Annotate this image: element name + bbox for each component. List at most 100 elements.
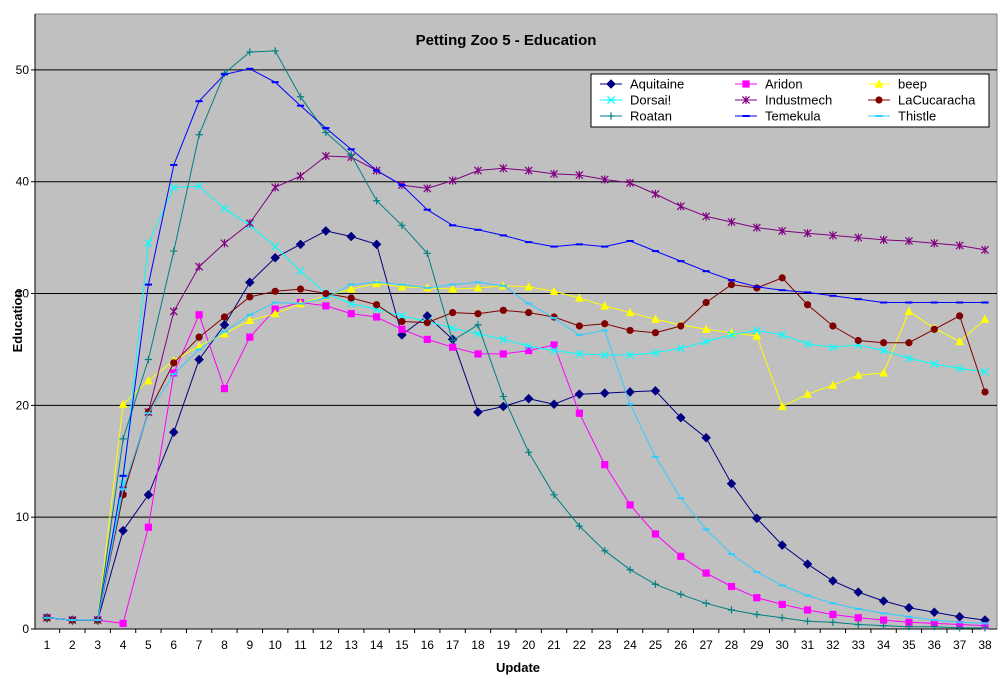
x-tick-label: 4 bbox=[120, 638, 127, 652]
data-point bbox=[677, 590, 685, 598]
legend-label: Aquitaine bbox=[630, 77, 684, 92]
data-point bbox=[168, 427, 179, 437]
x-axis-title: Update bbox=[496, 660, 540, 675]
y-tick-label: 30 bbox=[16, 287, 30, 301]
data-point bbox=[220, 204, 229, 213]
data-point bbox=[322, 289, 330, 298]
data-point bbox=[828, 231, 837, 240]
data-point bbox=[347, 310, 355, 318]
legend-marker bbox=[607, 112, 615, 120]
data-point bbox=[144, 376, 153, 385]
data-point bbox=[118, 525, 128, 536]
x-tick-label: 11 bbox=[294, 638, 307, 652]
data-point bbox=[650, 386, 661, 396]
data-point bbox=[778, 226, 787, 236]
data-point bbox=[803, 389, 812, 398]
data-point bbox=[144, 239, 153, 248]
x-tick-label: 23 bbox=[598, 638, 612, 652]
data-point bbox=[270, 252, 280, 263]
series-line-lacucaracha bbox=[46, 277, 986, 621]
data-point bbox=[955, 241, 964, 250]
data-point bbox=[296, 285, 305, 293]
series-line-roatan bbox=[46, 50, 985, 629]
data-point bbox=[195, 311, 203, 319]
x-tick-label: 13 bbox=[345, 638, 359, 652]
series-line-beep bbox=[46, 282, 986, 621]
x-tick-label: 2 bbox=[69, 638, 76, 652]
data-point bbox=[220, 329, 229, 338]
series-line-thistle bbox=[46, 281, 986, 624]
data-point bbox=[600, 301, 610, 310]
data-point bbox=[473, 407, 483, 417]
data-point bbox=[474, 310, 482, 318]
data-point bbox=[929, 607, 940, 617]
data-point bbox=[195, 262, 204, 271]
data-point bbox=[980, 367, 990, 376]
legend-label: LaCucaracha bbox=[898, 93, 976, 108]
data-point bbox=[702, 599, 710, 607]
data-point bbox=[549, 286, 559, 295]
x-tick-label: 21 bbox=[547, 638, 561, 652]
series-temekula bbox=[43, 67, 989, 622]
data-point bbox=[828, 343, 837, 352]
data-point bbox=[599, 388, 610, 398]
data-point bbox=[954, 611, 965, 622]
x-tick-label: 1 bbox=[44, 638, 51, 652]
legend: Aquitaine Aridon beep Dorsai! Industmech LaCu… bbox=[590, 73, 990, 128]
legend-marker bbox=[875, 96, 883, 104]
data-point bbox=[423, 184, 432, 193]
legend-label: Temekula bbox=[765, 109, 821, 124]
data-point bbox=[118, 399, 128, 408]
data-point bbox=[296, 267, 305, 276]
data-point bbox=[245, 315, 255, 324]
data-point bbox=[829, 618, 837, 626]
data-point bbox=[879, 368, 888, 377]
data-point bbox=[498, 401, 509, 412]
x-tick-label: 38 bbox=[978, 638, 992, 652]
data-point bbox=[220, 313, 229, 321]
x-tick-label: 22 bbox=[573, 638, 587, 652]
data-point bbox=[398, 325, 406, 333]
data-point bbox=[777, 401, 787, 411]
y-axis-title: Education bbox=[10, 290, 25, 353]
data-point bbox=[170, 369, 178, 377]
data-point bbox=[448, 176, 457, 185]
data-point bbox=[575, 409, 583, 417]
data-point bbox=[677, 322, 685, 330]
data-point bbox=[271, 47, 279, 55]
data-point bbox=[803, 606, 812, 614]
data-point bbox=[651, 189, 660, 199]
x-tick-label: 16 bbox=[421, 638, 435, 652]
x-tick-label: 25 bbox=[649, 638, 663, 652]
data-point bbox=[626, 326, 634, 335]
data-point bbox=[321, 151, 330, 161]
data-point bbox=[550, 346, 559, 355]
legend-entry-aridon: Aridon bbox=[735, 77, 803, 92]
data-point bbox=[956, 312, 964, 320]
data-point bbox=[398, 221, 406, 229]
data-point bbox=[271, 287, 279, 295]
data-point bbox=[753, 610, 761, 619]
data-point bbox=[829, 610, 837, 619]
data-point bbox=[778, 274, 786, 282]
legend-label: Dorsai! bbox=[630, 93, 671, 108]
data-point bbox=[930, 359, 939, 369]
gridlines bbox=[35, 69, 997, 518]
data-point bbox=[853, 370, 863, 379]
data-point bbox=[626, 501, 634, 509]
data-point bbox=[905, 339, 913, 347]
data-point bbox=[499, 350, 507, 358]
data-point bbox=[296, 172, 305, 181]
data-point bbox=[195, 333, 203, 341]
data-point bbox=[905, 623, 913, 631]
data-point bbox=[904, 236, 913, 246]
data-point bbox=[449, 336, 457, 345]
data-point bbox=[803, 229, 812, 238]
data-point bbox=[574, 389, 585, 399]
data-point bbox=[195, 182, 204, 191]
legend-entry-temekula: Temekula bbox=[735, 109, 821, 124]
data-point bbox=[144, 355, 153, 364]
x-tick-label: 5 bbox=[145, 638, 152, 652]
data-point bbox=[397, 311, 406, 320]
x-tick-label: 29 bbox=[750, 638, 764, 652]
